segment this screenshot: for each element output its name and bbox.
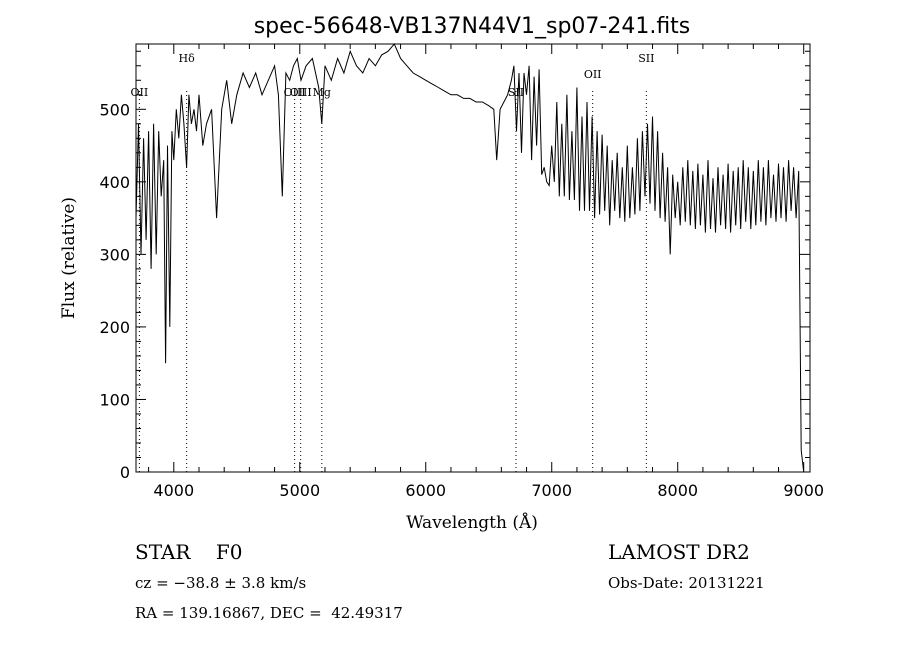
- y-tick-label: 300: [99, 245, 130, 264]
- line-marker-label: OII: [131, 86, 149, 99]
- y-tick-label: 500: [99, 100, 130, 119]
- line-marker-label: OII: [584, 68, 602, 81]
- x-tick-label: 8000: [657, 481, 698, 500]
- plot-frame: [135, 43, 811, 473]
- line-marker-label: OIII: [284, 86, 306, 99]
- y-tick-label: 100: [99, 390, 130, 409]
- y-tick-label: 0: [120, 463, 130, 482]
- redshift-info: cz = −38.8 ± 3.8 km/s: [135, 574, 307, 592]
- line-marker-label: OIII: [290, 86, 312, 99]
- x-tick-label: 6000: [405, 481, 446, 500]
- x-tick-label: 9000: [783, 481, 824, 500]
- x-axis-ticks: 4000 5000 6000 7000 8000 9000: [148, 44, 824, 500]
- x-tick-label: 5000: [279, 481, 320, 500]
- y-tick-label: 200: [99, 318, 130, 337]
- x-tick-label: 4000: [153, 481, 194, 500]
- y-tick-label: 400: [99, 173, 130, 192]
- x-tick-label: 7000: [531, 481, 572, 500]
- y-axis-ticks: 0 100 200 300 400 500: [99, 50, 810, 482]
- x-axis-label: Wavelength (Å): [406, 512, 538, 533]
- coordinates-info: RA = 139.16867, DEC = 42.49317: [135, 604, 403, 622]
- chart-title: spec-56648-VB137N44V1_sp07-241.fits: [254, 14, 691, 39]
- y-axis-label: Flux (relative): [59, 197, 79, 319]
- spectrum-line: [135, 43, 805, 473]
- line-marker-label: Hδ: [179, 52, 196, 65]
- obs-date: Obs-Date: 20131221: [608, 574, 765, 592]
- survey-label: LAMOST DR2: [608, 540, 750, 564]
- line-marker-label: Mg: [313, 86, 331, 99]
- line-marker-label: SII: [638, 52, 654, 65]
- line-marker-label: SII: [508, 86, 524, 99]
- object-class: STAR F0: [135, 540, 243, 564]
